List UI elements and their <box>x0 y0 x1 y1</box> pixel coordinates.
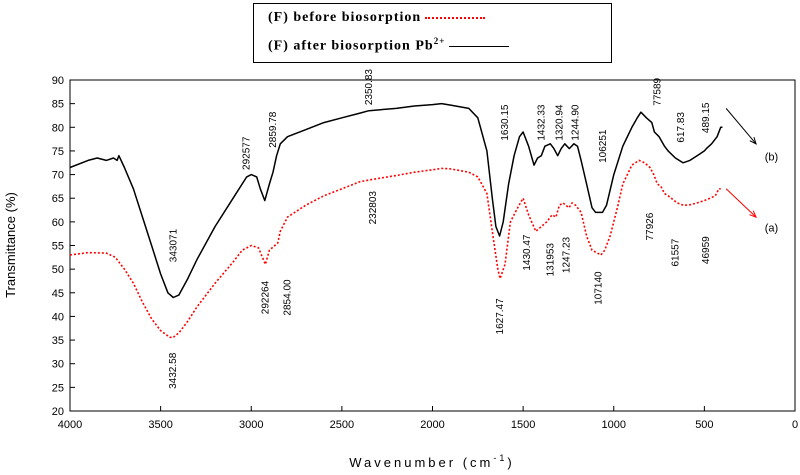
legend-label-before: (F) before biosorption <box>268 10 422 25</box>
peak-annotation: 292264 <box>260 280 271 314</box>
y-tick-label: 55 <box>52 241 64 253</box>
peak-annotation: 131953 <box>545 243 556 277</box>
legend: (F) before biosorption (F) after biosorp… <box>253 3 612 63</box>
y-tick-label: 20 <box>52 406 64 418</box>
y-tick-label: 30 <box>52 359 64 371</box>
peak-annotation: 1432.33 <box>536 104 547 141</box>
peak-annotation: 1627.47 <box>495 298 506 335</box>
y-tick-label: 70 <box>52 170 64 182</box>
peak-annotation: 77926 <box>645 212 656 240</box>
x-tick-label: 4000 <box>58 419 82 431</box>
peak-annotation: 489.15 <box>701 102 712 133</box>
x-axis-label: Wavenumber (cm-1) <box>349 453 514 470</box>
legend-entry-before: (F) before biosorption <box>268 10 486 26</box>
arrow-line-a <box>725 188 757 218</box>
peak-annotations: 343071 292577 2859.78 2350.83 1630.15 1432.33… <box>168 69 712 389</box>
y-tick-label: 25 <box>52 382 64 394</box>
series-label-arrows: (b) (a) <box>725 108 778 234</box>
y-axis-ticks: 20 25 30 35 40 45 50 55 60 65 70 75 80 85 90 <box>52 75 75 418</box>
arrow-head-a <box>749 210 757 219</box>
x-tick-label: 3500 <box>148 419 172 431</box>
peak-annotation: 292577 <box>242 136 253 170</box>
x-tick-label: 500 <box>695 419 713 431</box>
peak-annotation: 232803 <box>368 191 379 225</box>
x-tick-label: 1000 <box>602 419 626 431</box>
arrow-head-b <box>749 137 757 145</box>
series-line-a <box>69 159 721 339</box>
series-layer <box>69 102 723 339</box>
peak-annotation: 343071 <box>168 228 179 262</box>
peak-annotation: 617.83 <box>676 112 687 143</box>
y-axis-label: Transmittance (%) <box>3 192 18 298</box>
peak-annotation: 1244.90 <box>571 104 582 141</box>
y-tick-label: 75 <box>52 146 64 158</box>
x-tick-label: 0 <box>792 419 798 431</box>
peak-annotation: 3432.58 <box>168 352 179 389</box>
x-axis-label-close: ) <box>507 455 514 470</box>
y-tick-label: 60 <box>52 217 64 229</box>
y-tick-label: 85 <box>52 99 64 111</box>
x-axis-label-sup: -1 <box>493 453 507 463</box>
peak-annotation: 1430.47 <box>522 234 533 271</box>
x-axis-ticks: 4000 3500 3000 2500 2000 1500 1000 500 0 <box>58 406 798 431</box>
legend-swatch-after <box>449 45 510 47</box>
peak-annotation: 2859.78 <box>268 111 279 148</box>
y-tick-label: 65 <box>52 193 64 205</box>
peak-annotation: 46959 <box>701 236 712 264</box>
peak-annotation: 61557 <box>670 238 681 266</box>
y-tick-label: 45 <box>52 288 64 300</box>
peak-annotation: 1630.15 <box>500 104 511 141</box>
legend-label-after-sup: 2+ <box>433 36 446 46</box>
x-tick-label: 2500 <box>330 419 354 431</box>
peak-annotation: 1320.94 <box>554 104 565 141</box>
x-tick-label: 2000 <box>420 419 444 431</box>
y-tick-label: 35 <box>52 335 64 347</box>
legend-swatch-before <box>425 16 486 19</box>
peak-annotation: 107140 <box>593 271 604 305</box>
series-line-b <box>69 102 723 299</box>
y-tick-label: 80 <box>52 122 64 134</box>
series-label-b: (b) <box>765 151 778 163</box>
y-tick-label: 50 <box>52 264 64 276</box>
peak-annotation: 2854.00 <box>283 279 294 316</box>
legend-entry-after: (F) after biosorption Pb2+ <box>268 36 510 55</box>
peak-annotation: 1247.23 <box>562 236 573 273</box>
x-axis-label-main: Wavenumber (cm <box>349 455 493 470</box>
x-tick-label: 1500 <box>511 419 535 431</box>
legend-label-after: (F) after biosorption Pb <box>268 38 434 54</box>
y-tick-label: 40 <box>52 311 64 323</box>
peak-annotation: 2350.83 <box>364 69 375 106</box>
peak-annotation: 77589 <box>652 77 663 105</box>
y-tick-label: 90 <box>52 75 64 87</box>
arrow-line-b <box>725 108 757 145</box>
peak-annotation: 106251 <box>598 129 609 163</box>
series-label-a: (a) <box>765 222 778 234</box>
x-tick-label: 3000 <box>239 419 263 431</box>
